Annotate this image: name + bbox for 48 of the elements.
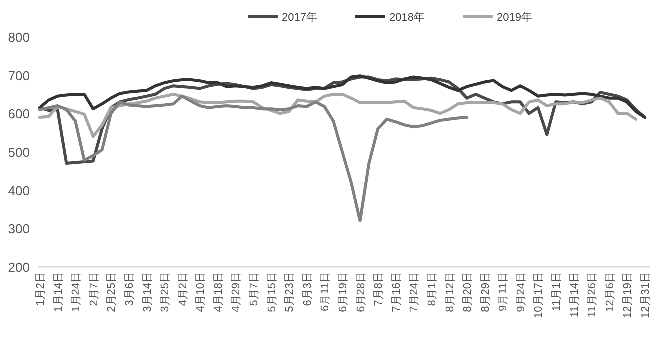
- x-tick-label: 7月16日: [390, 272, 403, 312]
- x-tick-label: 1月24日: [70, 272, 83, 312]
- legend-label: 2018年: [389, 12, 425, 24]
- x-tick-label: 2月25日: [106, 272, 118, 312]
- x-tick-label: 9月11日: [498, 272, 510, 312]
- x-tick-label: 6月19日: [338, 272, 350, 312]
- y-tick-label: 800: [8, 30, 30, 45]
- y-tick-label: 200: [8, 260, 30, 275]
- y-tick-label: 500: [8, 145, 30, 160]
- y-tick-label: 700: [8, 68, 30, 84]
- line-series: [38, 94, 469, 222]
- y-tick-label: 300: [8, 222, 30, 237]
- line-series: [38, 93, 638, 138]
- x-tick-label: 11月14日: [568, 272, 581, 318]
- x-tick-label: 8月1日: [426, 272, 438, 306]
- y-tick-label: 600: [8, 106, 30, 122]
- x-tick-label: 2月7日: [88, 272, 100, 306]
- x-tick-label: 4月2日: [177, 272, 190, 306]
- x-tick-label: 1月2日: [35, 272, 47, 306]
- x-tick-label: 12月19日: [622, 272, 634, 318]
- x-tick-label: 9月24日: [515, 272, 528, 312]
- x-tick-label: 12月6日: [604, 272, 616, 312]
- x-tick-label: 7月8日: [373, 272, 386, 306]
- x-tick-label: 6月28日: [355, 272, 368, 312]
- x-tick-label: 10月17日: [533, 272, 546, 318]
- x-tick-label: 1月14日: [52, 272, 65, 312]
- x-tick-label: 3月14日: [142, 272, 154, 312]
- legend-label: 2019年: [496, 12, 532, 24]
- x-tick-label: 7月24日: [408, 272, 421, 312]
- line-series: [38, 74, 646, 119]
- legend-label: 2017年: [282, 12, 318, 24]
- x-tick-label: 8月12日: [444, 272, 456, 312]
- x-tick-label: 11月1日: [551, 272, 564, 312]
- x-tick-label: 5月23日: [284, 272, 296, 312]
- x-tick-label: 5月15日: [266, 272, 278, 312]
- x-tick-label: 5月7日: [248, 272, 261, 306]
- x-tick-label: 8月20日: [462, 272, 474, 312]
- x-tick-label: 6月11日: [320, 272, 332, 312]
- y-tick-label: 400: [8, 183, 30, 198]
- x-tick-label: 4月29日: [230, 272, 243, 312]
- x-tick-label: 12月31日: [640, 272, 652, 318]
- x-tick-label: 4月10日: [195, 272, 208, 312]
- x-tick-label: 3月6日: [124, 272, 136, 306]
- x-tick-label: 3月25日: [160, 272, 172, 312]
- x-tick-label: 8月29日: [480, 272, 492, 312]
- x-tick-label: 4月18日: [212, 272, 225, 312]
- x-tick-label: 6月3日: [302, 272, 314, 306]
- x-tick-label: 11月26日: [586, 272, 599, 318]
